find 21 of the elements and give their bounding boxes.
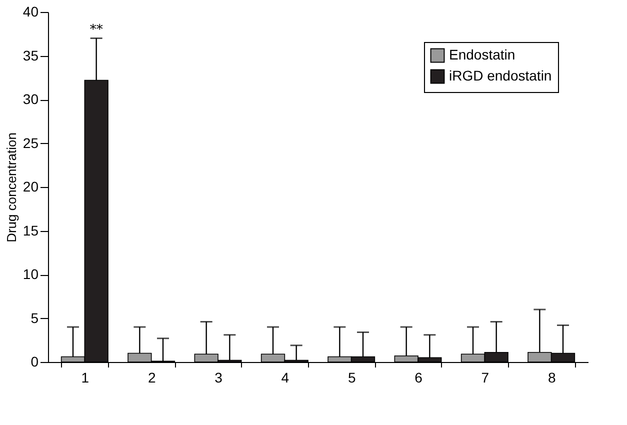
y-tick-label: 35 xyxy=(22,47,39,64)
x-tick-label: 1 xyxy=(81,370,90,386)
y-axis-title: Drug concentration xyxy=(4,132,19,242)
legend-label: iRGD endostatin xyxy=(449,68,552,84)
y-tick-label: 40 xyxy=(22,4,39,20)
legend-label: Endostatin xyxy=(449,46,516,62)
annotation: ** xyxy=(90,22,104,38)
y-tick-label: 25 xyxy=(22,134,39,151)
x-tick-label: 6 xyxy=(414,370,423,386)
y-tick-label: 5 xyxy=(30,310,39,326)
x-tick-label: 2 xyxy=(148,370,156,386)
y-tick-label: 0 xyxy=(30,354,39,370)
x-tick-label: 3 xyxy=(214,370,223,386)
x-tick-label: 7 xyxy=(481,370,490,386)
y-tick-label: 10 xyxy=(22,266,39,282)
x-tick-label: 5 xyxy=(348,370,356,386)
x-tick-label: 4 xyxy=(281,370,290,386)
y-tick-label: 20 xyxy=(22,178,39,194)
x-tick-label: 8 xyxy=(548,370,556,386)
y-tick-label: 15 xyxy=(22,222,39,238)
y-tick-label: 30 xyxy=(22,91,39,107)
